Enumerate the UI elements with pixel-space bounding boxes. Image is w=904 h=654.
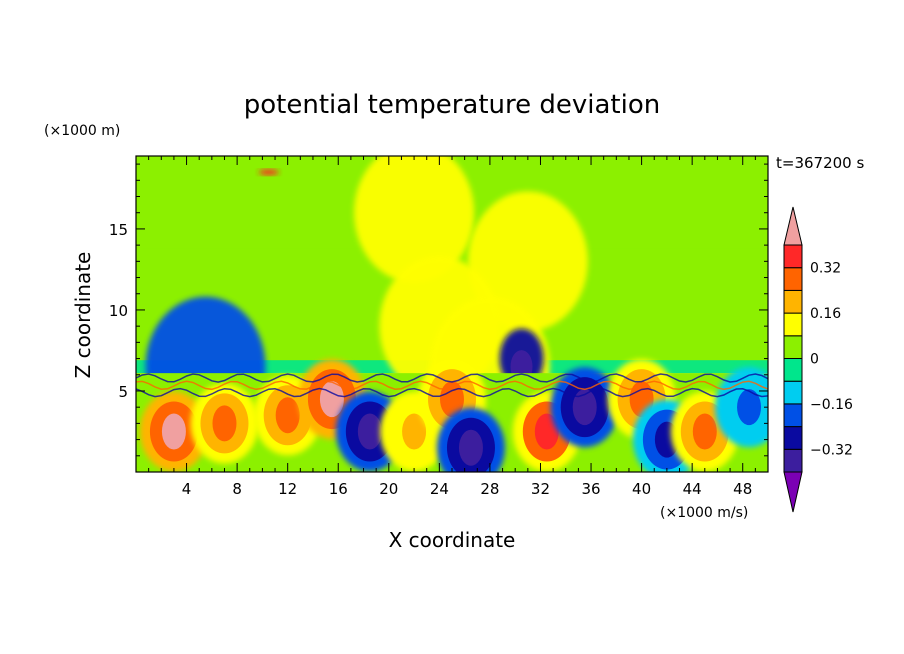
colorbar-box — [784, 404, 802, 427]
colorbar-box — [784, 313, 802, 336]
colorbar-box — [784, 268, 802, 291]
colorbar-upper-extension — [784, 207, 802, 245]
x-tick-label: 36 — [581, 480, 600, 498]
x-tick-label: 16 — [329, 480, 348, 498]
colorbar-box — [784, 336, 802, 359]
x-tick-label: 48 — [733, 480, 752, 498]
lower-feature-core-7 — [459, 430, 483, 466]
time-label: t=367200 s — [776, 154, 864, 172]
colorbar-box — [784, 245, 802, 268]
y-tick-label: 10 — [109, 302, 128, 320]
colorbar-label: 0.16 — [810, 306, 841, 322]
colorbar-box — [784, 449, 802, 472]
plot-area — [136, 143, 783, 488]
y-unit-label: (×1000 m) — [44, 123, 120, 139]
lower-feature-core-1 — [212, 405, 236, 441]
x-tick-label: 40 — [632, 480, 651, 498]
colorbar-lower-extension — [784, 472, 802, 512]
lower-feature-core-0 — [162, 413, 186, 449]
x-tick-label: 4 — [182, 480, 192, 498]
y-axis-label: Z coordinate — [71, 252, 95, 379]
y-tick-label: 15 — [109, 221, 128, 239]
upper-feature-6 — [259, 169, 279, 175]
x-tick-label: 32 — [531, 480, 550, 498]
x-tick-label: 12 — [278, 480, 297, 498]
colorbar-label: 0.32 — [810, 261, 841, 277]
colorbar-box — [784, 290, 802, 313]
colorbar-label: −0.32 — [810, 442, 853, 458]
lower-feature-core-12 — [693, 413, 717, 449]
colorbar-label: −0.16 — [810, 397, 853, 413]
x-unit-label: (×1000 m/s) — [660, 505, 748, 521]
colorbar-label: 0 — [810, 352, 819, 368]
x-tick-label: 44 — [683, 480, 702, 498]
lower-feature-core-4 — [358, 413, 382, 449]
lower-feature-core-2 — [276, 397, 300, 433]
colorbar: −0.32 −0.16 0 0.16 0.32 — [784, 207, 853, 512]
x-tick-label: 8 — [232, 480, 242, 498]
colorbar-box — [784, 427, 802, 450]
x-tick-label: 20 — [379, 480, 398, 498]
y-tick-label: 5 — [118, 383, 128, 401]
colorbar-box — [784, 359, 802, 382]
x-tick-label: 24 — [430, 480, 449, 498]
x-axis-label: X coordinate — [389, 528, 516, 552]
colorbar-box — [784, 381, 802, 404]
chart-title: potential temperature deviation — [244, 90, 660, 120]
x-tick-label: 28 — [480, 480, 499, 498]
